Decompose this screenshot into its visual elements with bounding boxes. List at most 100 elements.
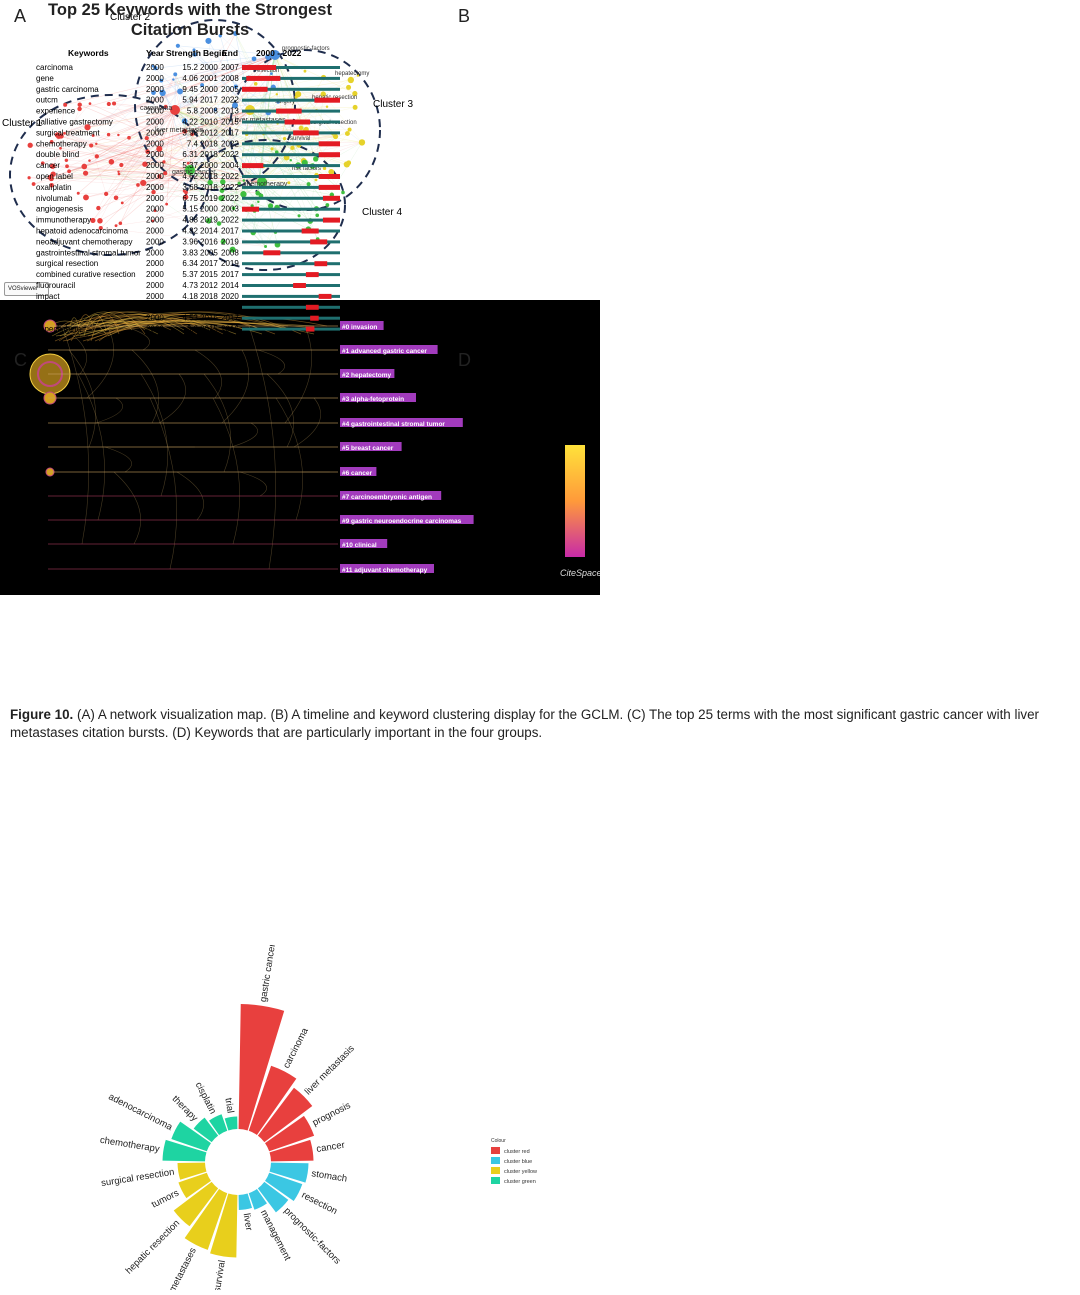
burst-end: 2004 [221, 161, 239, 170]
burst-begin: 2012 [200, 281, 218, 290]
burst-segment [246, 76, 280, 81]
burst-segment [302, 229, 319, 234]
bar-label: tumors [150, 1187, 181, 1210]
burst-keyword: hepatoid adenocarcinoma [36, 227, 129, 236]
burst-timeline-bar [242, 306, 340, 309]
burst-strength: 4.22 [182, 118, 198, 127]
burst-end: 2008 [221, 74, 239, 83]
burst-title-line1: Top 25 Keywords with the Strongest [20, 0, 360, 20]
citation-arc [105, 447, 132, 472]
legend-swatch [491, 1177, 500, 1184]
bursts-svg: Keywords Year Strength Begin End 2000 - … [0, 44, 360, 354]
citation-arc [240, 472, 267, 496]
burst-year: 2000 [146, 107, 164, 116]
burst-strength: 9.45 [182, 85, 198, 94]
burst-segment [242, 65, 276, 70]
burst-end: 2022 [221, 216, 239, 225]
burst-end: 2022 [221, 139, 239, 148]
burst-year: 2000 [146, 314, 164, 323]
burst-end: 2022 [221, 96, 239, 105]
citation-arc [267, 374, 294, 447]
burst-year: 2000 [146, 96, 164, 105]
header-range: 2000 - 2022 [256, 48, 302, 58]
burst-begin: 2016 [200, 237, 218, 246]
burst-end: 2022 [221, 183, 239, 192]
caption-text: (A) A network visualization map. (B) A t… [10, 707, 1039, 740]
citation-arc [249, 326, 276, 569]
burst-strength: 15.2 [182, 63, 198, 72]
cluster-label: #7 carcinoembryonic antigen [342, 494, 432, 501]
burst-keyword: combined curative resection [36, 270, 136, 279]
cluster-label: #2 hepatectomy [342, 372, 392, 379]
citation-arc [114, 472, 141, 544]
burst-begin: 2019 [200, 194, 218, 203]
burst-strength: 3.96 [182, 237, 198, 246]
burst-year: 2000 [146, 139, 164, 148]
burst-strength: 3.91 [182, 303, 198, 312]
legend-swatch [491, 1157, 500, 1164]
burst-keyword: cancer [36, 161, 60, 170]
citespace-logo: CiteSpace [560, 568, 600, 578]
burst-keyword: double blind [36, 150, 79, 159]
burst-segment [319, 152, 340, 157]
burst-segment [263, 250, 280, 255]
burst-year: 2000 [146, 303, 164, 312]
burst-timeline-bar [242, 273, 340, 276]
citation-arc [213, 398, 240, 544]
burst-keyword: open label [36, 172, 73, 181]
burst-strength: 5.94 [182, 96, 198, 105]
burst-year: 2000 [146, 63, 164, 72]
bar-label: cancer [316, 1140, 346, 1155]
burst-year: 2000 [146, 248, 164, 257]
burst-begin: 2000 [200, 85, 218, 94]
burst-segment [293, 283, 306, 288]
bar-label: prognosis [311, 1100, 353, 1129]
burst-keyword: ct [36, 314, 43, 323]
burst-keyword: carcinoma [36, 63, 73, 72]
burst-keyword: nivolumab [36, 194, 73, 203]
burst-year: 2000 [146, 172, 164, 181]
burst-segment [323, 218, 340, 223]
burst-begin: 2018 [200, 139, 218, 148]
header-keywords: Keywords [68, 48, 109, 58]
burst-year: 2000 [146, 237, 164, 246]
burst-strength: 4.82 [182, 227, 198, 236]
burst-end: 2022 [221, 194, 239, 203]
burst-segment [319, 294, 332, 299]
bar-label: cisplatin [193, 1080, 218, 1116]
burst-end: 2016 [221, 325, 239, 334]
burst-segment [323, 196, 340, 201]
burst-keyword: gastrointestinal stromal tumor [36, 248, 141, 257]
burst-year: 2000 [146, 194, 164, 203]
burst-begin: 2008 [200, 107, 218, 116]
burst-end: 2007 [221, 63, 239, 72]
burst-year: 2000 [146, 227, 164, 236]
burst-keyword: angiogenesis [36, 205, 83, 214]
burst-strength: 5.15 [182, 205, 198, 214]
burst-year: 2000 [146, 183, 164, 192]
bar-label: stomach [311, 1168, 348, 1184]
legend-title: Colour [491, 1138, 506, 1144]
bar-label: liver [241, 1213, 255, 1232]
citation-arc [276, 398, 303, 520]
burst-segment [310, 239, 327, 244]
citation-arc [141, 374, 168, 496]
bar-label: liver metastases [158, 1246, 199, 1290]
burst-title-line2: Citation Bursts [20, 20, 360, 40]
burst-strength: 6.75 [182, 194, 198, 203]
circular-bar [225, 1117, 238, 1131]
burst-begin: 2017 [200, 259, 218, 268]
burst-strength: 6.31 [182, 150, 198, 159]
burst-timeline-bar [242, 251, 340, 254]
burst-segment [276, 109, 302, 114]
burst-segment [314, 98, 340, 103]
burst-keyword: fluorouracil [36, 281, 75, 290]
cluster-label: #3 alpha-fetoprotein [342, 396, 404, 403]
burst-strength: 5.37 [182, 270, 198, 279]
burst-segment [319, 185, 340, 190]
burst-keyword: neoadjuvant chemotherapy [36, 237, 133, 246]
burst-segment [310, 316, 319, 321]
